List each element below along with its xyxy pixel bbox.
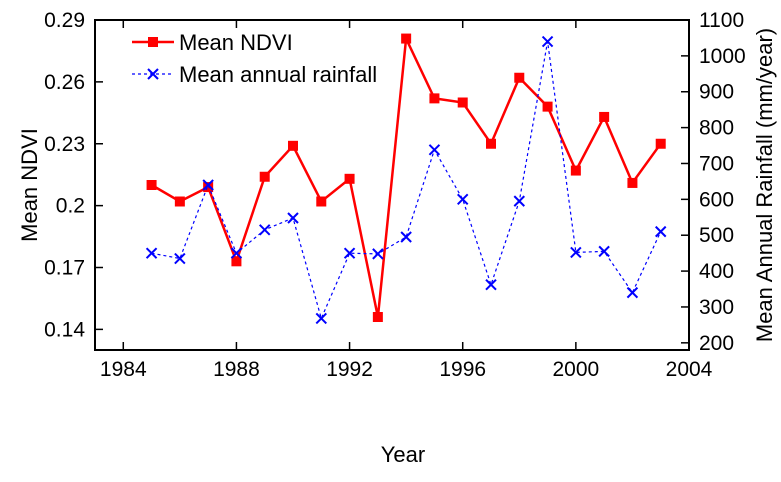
point-rainfall xyxy=(400,231,412,243)
y-right-tick-label: 700 xyxy=(699,152,734,175)
point-stroke xyxy=(145,247,158,259)
point-rainfall xyxy=(428,144,441,156)
x-tick-label: 1996 xyxy=(439,358,486,381)
point-ndvi xyxy=(486,138,496,149)
y-right-tick-label: 500 xyxy=(699,224,734,247)
point-rainfall xyxy=(174,252,186,265)
point-rainfall xyxy=(457,193,469,206)
point-rainfall xyxy=(287,212,299,224)
point-rainfall xyxy=(259,224,271,236)
point-stroke xyxy=(485,279,497,291)
point-ndvi xyxy=(655,138,666,149)
point-stroke xyxy=(570,246,582,259)
legend-marker-ndvi xyxy=(148,37,158,47)
x-axis-title: Year xyxy=(381,442,425,467)
point-rainfall xyxy=(315,312,327,325)
point-stroke xyxy=(343,247,356,259)
point-rainfall xyxy=(655,225,667,238)
point-ndvi xyxy=(174,196,185,207)
point-ndvi xyxy=(146,180,157,190)
point-ndvi xyxy=(599,111,610,122)
y-left-tick-label: 0.29 xyxy=(44,9,85,32)
point-stroke xyxy=(202,179,214,191)
y-axis-left-title: Mean NDVI xyxy=(17,128,42,242)
point-rainfall xyxy=(513,195,525,207)
x-tick-label: 1988 xyxy=(213,358,260,381)
point-ndvi xyxy=(514,72,525,83)
point-ndvi xyxy=(203,182,214,193)
y-right-tick-label: 400 xyxy=(699,260,734,283)
x-tick-label: 1992 xyxy=(326,358,373,381)
legend-marker-rainfall xyxy=(147,68,159,80)
y-right-tick-label: 600 xyxy=(699,188,734,211)
point-rainfall xyxy=(541,35,554,48)
point-rainfall xyxy=(145,247,158,259)
point-ndvi xyxy=(627,177,638,188)
point-stroke xyxy=(655,225,667,238)
point-ndvi xyxy=(429,93,440,104)
point-ndvi xyxy=(344,173,355,184)
y-left-tick-label: 0.14 xyxy=(44,318,85,341)
point-stroke xyxy=(372,248,384,260)
y-left-tick-label: 0.2 xyxy=(56,195,85,218)
point-rainfall xyxy=(343,247,356,259)
point-rainfall xyxy=(598,245,610,258)
point-stroke xyxy=(315,312,327,325)
y-left-tick-label: 0.23 xyxy=(44,133,85,156)
point-rainfall xyxy=(230,247,243,259)
y-axis-right-title: Mean Annual Rainfall (mm/year) xyxy=(752,28,777,342)
x-tick-label: 2004 xyxy=(666,358,713,381)
y-left-tick-label: 0.26 xyxy=(44,71,85,94)
point-rainfall xyxy=(626,286,639,299)
legend-label-rainfall: Mean annual rainfall xyxy=(179,62,377,87)
point-ndvi xyxy=(231,256,242,267)
point-ndvi xyxy=(457,97,468,108)
point-rainfall xyxy=(570,246,582,259)
point-stroke xyxy=(287,212,299,224)
series-layer xyxy=(145,33,667,325)
point-stroke xyxy=(626,286,639,299)
point-ndvi xyxy=(316,196,327,207)
point-ndvi xyxy=(570,165,581,176)
point-rainfall xyxy=(372,248,384,260)
legend: Mean NDVI Mean annual rainfall xyxy=(132,30,377,87)
y-right-tick-label: 800 xyxy=(699,117,734,140)
ticks-layer: 1984 1988 1992 1996 2000 2004 0.14 0.17 0.2 0.23 0… xyxy=(44,9,746,381)
plot-frame xyxy=(94,19,690,351)
x-tick-label: 1984 xyxy=(100,358,147,381)
point-stroke xyxy=(259,224,271,236)
point-rainfall xyxy=(485,279,497,291)
point-stroke xyxy=(174,252,186,265)
point-stroke xyxy=(400,231,412,243)
y-right-tick-label: 900 xyxy=(699,81,734,104)
x-tick-label: 2000 xyxy=(552,358,599,381)
point-stroke xyxy=(541,35,554,48)
point-rainfall xyxy=(202,179,214,191)
point-ndvi xyxy=(288,140,298,151)
point-stroke xyxy=(513,195,525,207)
y-right-tick-label: 1000 xyxy=(699,45,746,68)
y-right-tick-label: 200 xyxy=(699,332,734,355)
y-right-tick-label: 300 xyxy=(699,296,734,319)
point-ndvi xyxy=(372,312,383,322)
legend-label-ndvi: Mean NDVI xyxy=(179,30,293,55)
point-stroke xyxy=(230,247,243,259)
point-stroke xyxy=(598,245,610,258)
y-right-tick-label: 1100 xyxy=(699,9,744,32)
point-stroke xyxy=(457,193,469,206)
point-stroke xyxy=(428,144,441,156)
point-ndvi xyxy=(401,33,412,44)
y-left-tick-label: 0.17 xyxy=(44,257,85,280)
point-ndvi xyxy=(542,101,553,112)
point-ndvi xyxy=(259,171,270,182)
